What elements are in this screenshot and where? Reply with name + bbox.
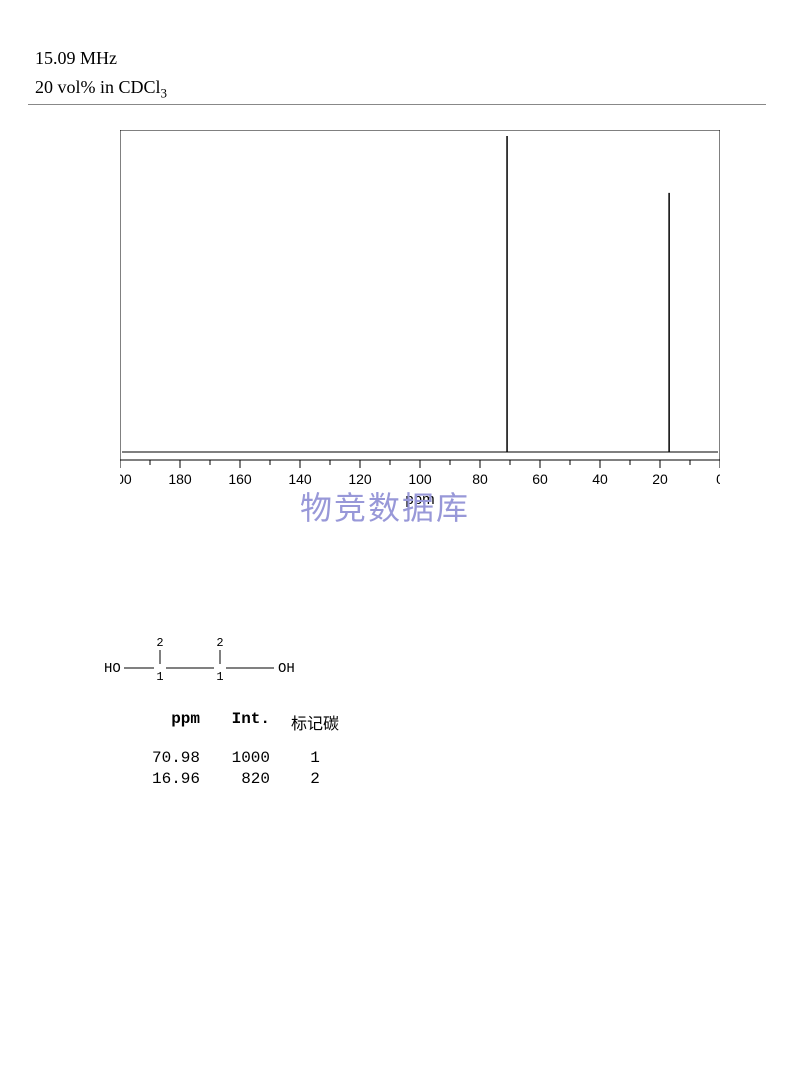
table-row: 16.968202 bbox=[130, 769, 360, 790]
svg-text:60: 60 bbox=[532, 471, 548, 487]
cell-int: 820 bbox=[200, 769, 270, 790]
svg-text:40: 40 bbox=[592, 471, 608, 487]
nmr-spectrum-chart: 0 20 40 60 80 100 120 140 160 180 200 ppm bbox=[120, 130, 720, 510]
svg-text:120: 120 bbox=[348, 471, 372, 487]
cell-ppm: 16.96 bbox=[130, 769, 200, 790]
svg-text:80: 80 bbox=[472, 471, 488, 487]
header-int: Int. bbox=[200, 710, 270, 734]
header-label: 标记碳 bbox=[270, 710, 360, 734]
cell-carbon: 1 bbox=[270, 748, 360, 769]
svg-text:2: 2 bbox=[216, 636, 223, 650]
svg-text:1: 1 bbox=[216, 670, 223, 684]
cell-ppm: 70.98 bbox=[130, 748, 200, 769]
svg-text:1: 1 bbox=[156, 670, 163, 684]
header-block: 15.09 MHz 20 vol% in CDCl3 bbox=[35, 48, 167, 110]
cell-int: 1000 bbox=[200, 748, 270, 769]
frequency-line: 15.09 MHz bbox=[35, 48, 167, 69]
svg-text:100: 100 bbox=[408, 471, 432, 487]
molecule-structure: HO 1 2 1 2 OH bbox=[100, 620, 340, 700]
svg-text:160: 160 bbox=[228, 471, 252, 487]
solvent-line: 20 vol% in CDCl3 bbox=[35, 77, 167, 102]
solvent-subscript: 3 bbox=[161, 86, 168, 101]
svg-text:180: 180 bbox=[168, 471, 192, 487]
svg-text:0: 0 bbox=[716, 471, 720, 487]
cell-carbon: 2 bbox=[270, 769, 360, 790]
svg-text:200: 200 bbox=[120, 471, 132, 487]
table-header-row: ppm Int. 标记碳 bbox=[130, 710, 360, 734]
solvent-prefix: 20 vol% in CDCl bbox=[35, 77, 161, 97]
svg-text:ppm: ppm bbox=[405, 491, 434, 508]
peak-table: ppm Int. 标记碳 70.981000116.968202 bbox=[130, 710, 360, 790]
svg-text:HO: HO bbox=[104, 661, 121, 677]
table-body: 70.981000116.968202 bbox=[130, 748, 360, 790]
svg-text:OH: OH bbox=[278, 661, 295, 677]
svg-text:20: 20 bbox=[652, 471, 668, 487]
spectrum-svg: 0 20 40 60 80 100 120 140 160 180 200 ppm bbox=[120, 130, 720, 510]
header-ppm: ppm bbox=[130, 710, 200, 734]
table-row: 70.9810001 bbox=[130, 748, 360, 769]
svg-text:140: 140 bbox=[288, 471, 312, 487]
structure-svg: HO 1 2 1 2 OH bbox=[100, 620, 340, 700]
svg-text:2: 2 bbox=[156, 636, 163, 650]
header-divider bbox=[28, 104, 766, 105]
